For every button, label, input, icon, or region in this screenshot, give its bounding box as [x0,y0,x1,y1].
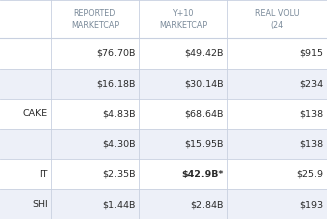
Text: $68.64B: $68.64B [185,109,224,118]
Text: $234: $234 [300,79,324,88]
Text: $25.9: $25.9 [297,170,324,179]
Bar [0,0,327,38]
Text: $138: $138 [300,140,324,149]
Text: $915: $915 [300,49,324,58]
Text: CAKE: CAKE [23,109,48,118]
Text: $1.44B: $1.44B [102,200,136,209]
Text: $2.84B: $2.84B [191,200,224,209]
Bar [0,129,327,159]
Bar [0,99,327,129]
Text: $30.14B: $30.14B [184,79,224,88]
Text: $4.83B: $4.83B [102,109,136,118]
Text: $193: $193 [300,200,324,209]
Bar [0,69,327,99]
Text: $49.42B: $49.42B [185,49,224,58]
Bar [0,189,327,219]
Text: $2.35B: $2.35B [102,170,136,179]
Text: $138: $138 [300,109,324,118]
Text: $4.30B: $4.30B [102,140,136,149]
Text: REPORTED
MARKETCAP: REPORTED MARKETCAP [71,9,119,30]
Text: $15.95B: $15.95B [185,140,224,149]
Text: IT: IT [40,170,48,179]
Text: REAL VOLU
(24: REAL VOLU (24 [255,9,300,30]
Bar [0,38,327,69]
Bar [0,159,327,189]
Text: $76.70B: $76.70B [96,49,136,58]
Text: $42.9B*: $42.9B* [181,170,224,179]
Text: SHI: SHI [32,200,48,209]
Text: Y+10
MARKETCAP: Y+10 MARKETCAP [159,9,207,30]
Text: $16.18B: $16.18B [96,79,136,88]
